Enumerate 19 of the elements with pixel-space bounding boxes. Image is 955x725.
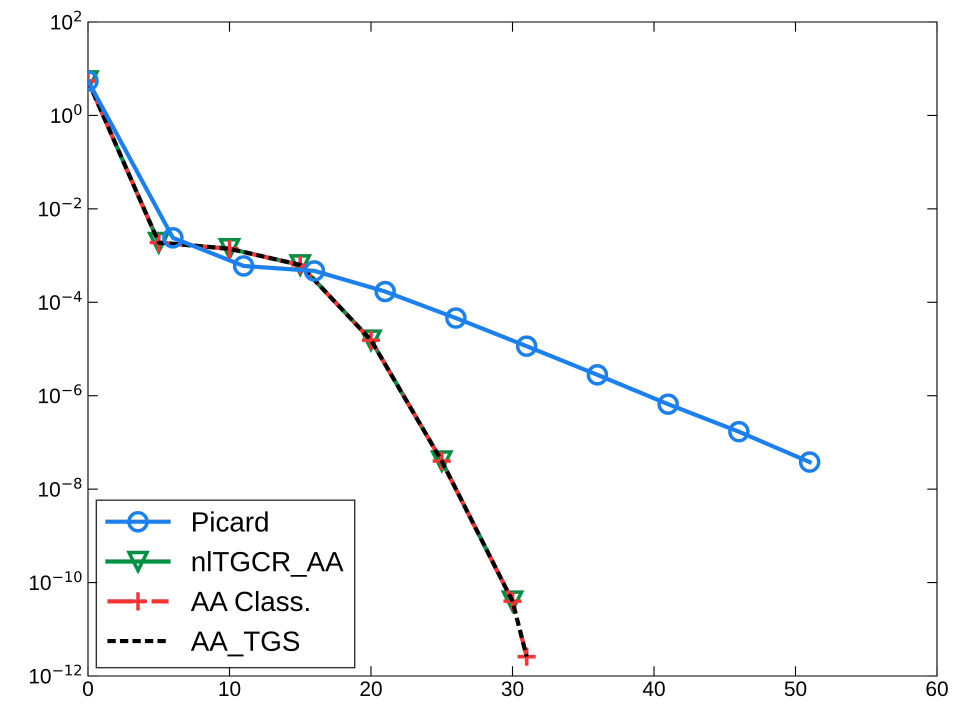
x-tick-label: 10 [220,681,240,696]
x-tick-label: 40 [642,681,665,696]
y-tick-label: 10$^{−12}$ [30,664,82,684]
y-tick-label: 10$^{−2}$ [39,197,81,216]
y-tick-label: 10$^{0}$ [51,104,82,124]
legend-label: Picard [193,511,268,532]
x-tick-label: 60 [926,681,948,696]
x-tick-label: 0 [83,681,93,696]
legend-label: nlTGCR_AA [192,551,344,577]
legend-label: AA Class. [190,590,309,612]
legend-label: AA_TGS [190,631,300,656]
x-tick-label: 30 [502,681,524,696]
y-tick-label: 10$^{−6}$ [39,384,82,404]
x-tick-label: 20 [360,681,382,696]
x-tick-label: 50 [784,681,806,696]
y-tick-label: 10$^{2}$ [51,10,81,30]
y-tick-label: 10$^{−8}$ [39,478,82,497]
y-tick-label: 10$^{−10}$ [30,571,82,590]
y-tick-label: 10$^{−4}$ [39,291,82,310]
